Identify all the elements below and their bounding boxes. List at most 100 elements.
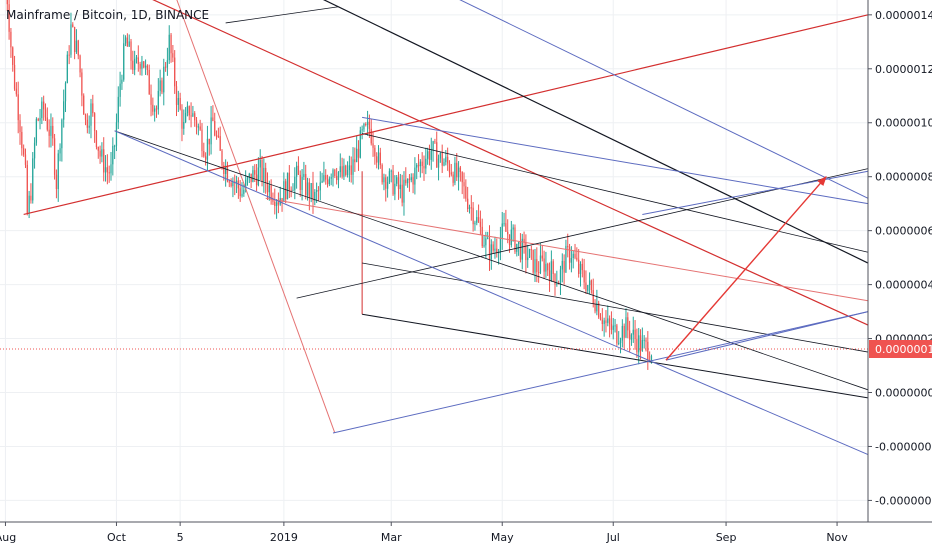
candle-body bbox=[35, 119, 38, 143]
candle-body bbox=[554, 273, 556, 285]
candle-body bbox=[647, 341, 649, 361]
candle-body bbox=[565, 245, 567, 273]
candle-body bbox=[628, 330, 631, 340]
candle-body bbox=[512, 227, 514, 230]
candle-body bbox=[625, 317, 627, 338]
trend-line[interactable] bbox=[665, 311, 869, 361]
candle-body bbox=[368, 121, 371, 129]
candle-body bbox=[17, 94, 19, 121]
candle-body bbox=[459, 167, 462, 173]
trend-line[interactable] bbox=[225, 6, 339, 24]
candle-body bbox=[190, 115, 192, 117]
candle-body bbox=[394, 183, 396, 195]
time-tick-label: May bbox=[491, 531, 514, 544]
candle-body bbox=[228, 181, 230, 183]
projection-arrow[interactable] bbox=[665, 175, 827, 361]
trend-line[interactable] bbox=[23, 14, 869, 216]
trend-line[interactable] bbox=[265, 197, 869, 302]
candle-body bbox=[152, 104, 154, 112]
candle-body bbox=[274, 201, 276, 207]
candle-body bbox=[252, 170, 254, 182]
candle-body bbox=[519, 242, 522, 260]
trend-line[interactable] bbox=[260, 0, 869, 264]
candle-body bbox=[195, 120, 198, 128]
candle-body bbox=[406, 178, 409, 184]
candle-body bbox=[159, 80, 161, 91]
candle-body bbox=[479, 221, 482, 227]
candle-body bbox=[208, 138, 210, 145]
time-tick-label: 2019 bbox=[270, 531, 298, 544]
candle-body bbox=[137, 57, 139, 65]
candle-body bbox=[447, 156, 449, 164]
candle-body bbox=[281, 198, 283, 202]
candle-body bbox=[523, 238, 525, 243]
candle-body bbox=[197, 126, 199, 128]
candle-body bbox=[95, 131, 98, 147]
candle-body bbox=[457, 167, 460, 178]
candle-body bbox=[305, 173, 307, 196]
candle-body bbox=[210, 117, 212, 145]
trend-line[interactable] bbox=[642, 170, 869, 215]
candle-body bbox=[525, 242, 527, 261]
candle-body bbox=[50, 125, 52, 136]
candle-body bbox=[599, 317, 602, 320]
candle-body bbox=[46, 117, 48, 130]
candle-body bbox=[86, 119, 88, 128]
time-tick-label: 5 bbox=[177, 531, 184, 544]
candle-body bbox=[381, 164, 383, 183]
trend-line[interactable] bbox=[362, 313, 869, 399]
trend-line[interactable] bbox=[86, 0, 869, 326]
candle-body bbox=[388, 171, 391, 182]
candle-body bbox=[110, 164, 112, 174]
trend-line[interactable] bbox=[332, 311, 869, 434]
candle-body bbox=[505, 223, 507, 232]
trend-line[interactable] bbox=[114, 130, 869, 391]
candle-body bbox=[141, 61, 143, 69]
candle-body bbox=[97, 146, 99, 151]
symbol-title[interactable]: Mainframe / Bitcoin, 1D, BINANCE bbox=[6, 8, 209, 22]
candle-body bbox=[416, 164, 418, 168]
candle-body bbox=[81, 72, 83, 96]
candle-body bbox=[483, 245, 485, 247]
trend-line[interactable] bbox=[362, 262, 869, 353]
candle-body bbox=[623, 325, 625, 338]
candle-body bbox=[44, 109, 47, 118]
candle-body bbox=[372, 143, 374, 148]
candle-body bbox=[68, 54, 70, 56]
candle-body bbox=[265, 167, 267, 184]
trend-line[interactable] bbox=[114, 130, 869, 456]
candle-body bbox=[24, 154, 27, 165]
candle-body bbox=[432, 141, 434, 151]
candle-body bbox=[507, 231, 509, 235]
trend-line[interactable] bbox=[166, 0, 336, 434]
candle-body bbox=[283, 181, 285, 202]
candle-body bbox=[124, 37, 127, 44]
candle-body bbox=[115, 122, 118, 146]
candle-body bbox=[636, 339, 638, 353]
candle-body bbox=[650, 356, 653, 361]
candle-body bbox=[104, 167, 107, 173]
drawing-layer[interactable] bbox=[23, 0, 869, 456]
candle-body bbox=[445, 156, 447, 163]
candle-body bbox=[37, 119, 39, 121]
candle-body bbox=[157, 90, 159, 110]
candle-body bbox=[552, 261, 554, 274]
candle-body bbox=[135, 57, 138, 59]
candle-body bbox=[587, 285, 589, 291]
time-axis[interactable]: Aug Oct 5 2019 Mar May Jul Sep Nov bbox=[0, 522, 848, 544]
candle-body bbox=[567, 245, 569, 248]
trend-line[interactable] bbox=[296, 168, 869, 299]
trend-line[interactable] bbox=[362, 116, 869, 205]
candle-body bbox=[366, 121, 369, 125]
trend-line[interactable] bbox=[397, 0, 869, 199]
candle-body bbox=[241, 193, 243, 197]
candle-body bbox=[266, 183, 269, 193]
candle-body bbox=[357, 148, 360, 158]
trend-line[interactable] bbox=[362, 133, 869, 253]
candle-body bbox=[470, 207, 472, 209]
candle-body bbox=[248, 173, 250, 178]
candle-body bbox=[354, 159, 356, 163]
